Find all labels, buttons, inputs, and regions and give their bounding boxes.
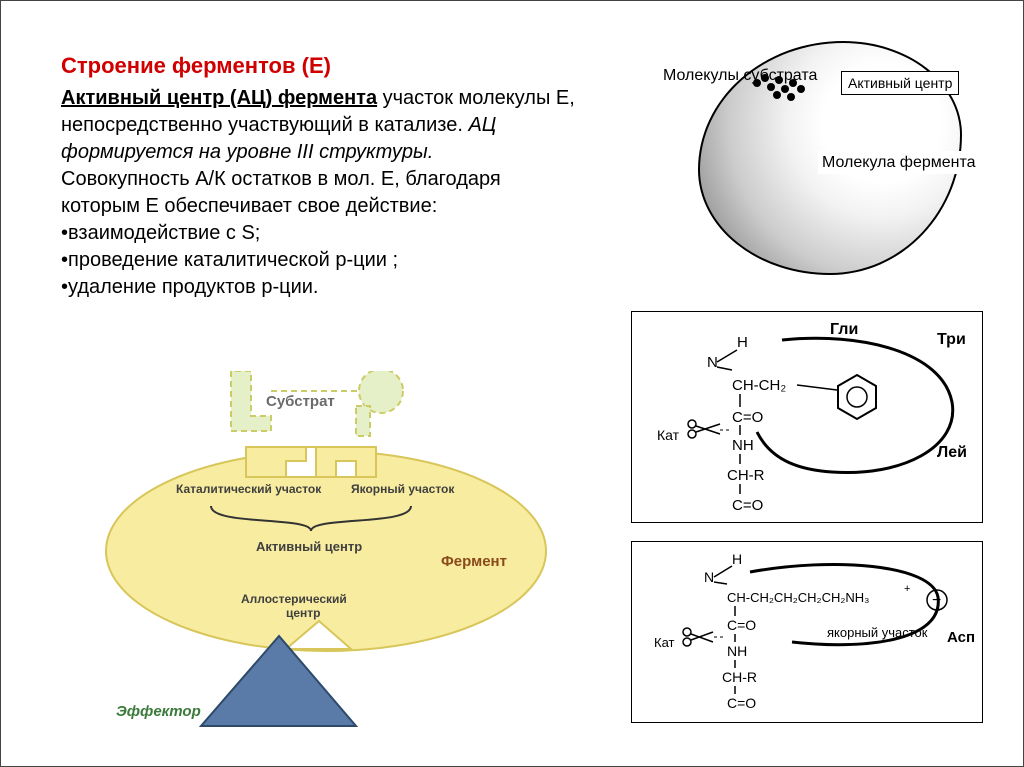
enzyme-figure: Молекулы субстрата Активный центр Молеку… [653,31,983,291]
enzyme-diagram: Субстрат Каталитический участок Якорный … [61,371,581,731]
allosteric-label-1: Аллостерический [241,592,347,606]
chem2-C-O: C=O [727,617,756,633]
chem2-minus: − [932,592,941,609]
chem2-chain: CH-CH₂CH₂CH₂CH₂NH₃ [727,590,869,605]
chem1-CH-CH2: CH-CH₂ [732,377,786,394]
substrate-label: Молекулы субстрата [663,66,817,85]
anchor-site-label: Якорный участок [351,482,455,496]
chem1-C-O-2: C=O [732,497,763,514]
allosteric-label-2: центр [286,606,321,620]
kat-label-1: Кат [657,427,680,443]
tri-label: Три [937,331,966,348]
enzyme-mol-label: Молекула фермента [818,151,980,174]
catalytic-site-label: Каталитический участок [176,482,322,496]
chem1-CH-R: CH-R [727,467,765,484]
chem2-N: N [704,569,714,585]
bullet-2: •проведение каталитической р-ции ; [61,247,581,274]
substrate-diagram-label: Субстрат [266,393,335,410]
chem2-C-O-2: C=O [727,695,756,711]
chem1-NH: NH [732,437,754,454]
chem1-C-O: C=O [732,409,763,426]
term-label: Активный центр (АЦ) фермента [61,87,377,109]
effector-label: Эффектор [116,703,201,720]
bullet-1: •взаимодействие с S; [61,220,581,247]
active-center-box: Активный центр [841,71,959,95]
page-title: Строение ферментов (Е) [61,51,581,81]
chem1-H: H [737,334,748,351]
anchor-site-text: якорный участок [827,625,928,640]
kat-label-2: Кат [654,635,675,650]
chem2-CH-R: CH-R [722,669,757,685]
bullet-3: •удаление продуктов р-ции. [61,274,581,301]
chem2-H: H [732,551,742,567]
main-text-block: Строение ферментов (Е) Активный центр (А… [61,51,581,301]
page: Строение ферментов (Е) Активный центр (А… [0,0,1024,767]
definition-paragraph: Активный центр (АЦ) фермента участок мол… [61,85,581,166]
scissors-icon [683,628,713,646]
chem2-NH: NH [727,643,747,659]
paragraph-2: Совокупность А/К остатков в мол. Е, благ… [61,166,581,220]
chem-box-1: Гли Три Лей H N CH-CH₂ C=O Кат NH [631,311,983,523]
asp-label: Асп [947,629,975,646]
scissors-icon [688,420,720,438]
active-center-label: Активный центр [256,539,362,554]
gli-label: Гли [830,321,858,338]
chem-box-2: H N CH-CH₂CH₂CH₂CH₂NH₃ + − C=O Кат NH [631,541,983,723]
chem2-plus: + [904,583,910,595]
ferment-label: Фермент [441,553,507,570]
lei-label: Лей [937,444,967,461]
chem1-N: N [707,354,718,371]
